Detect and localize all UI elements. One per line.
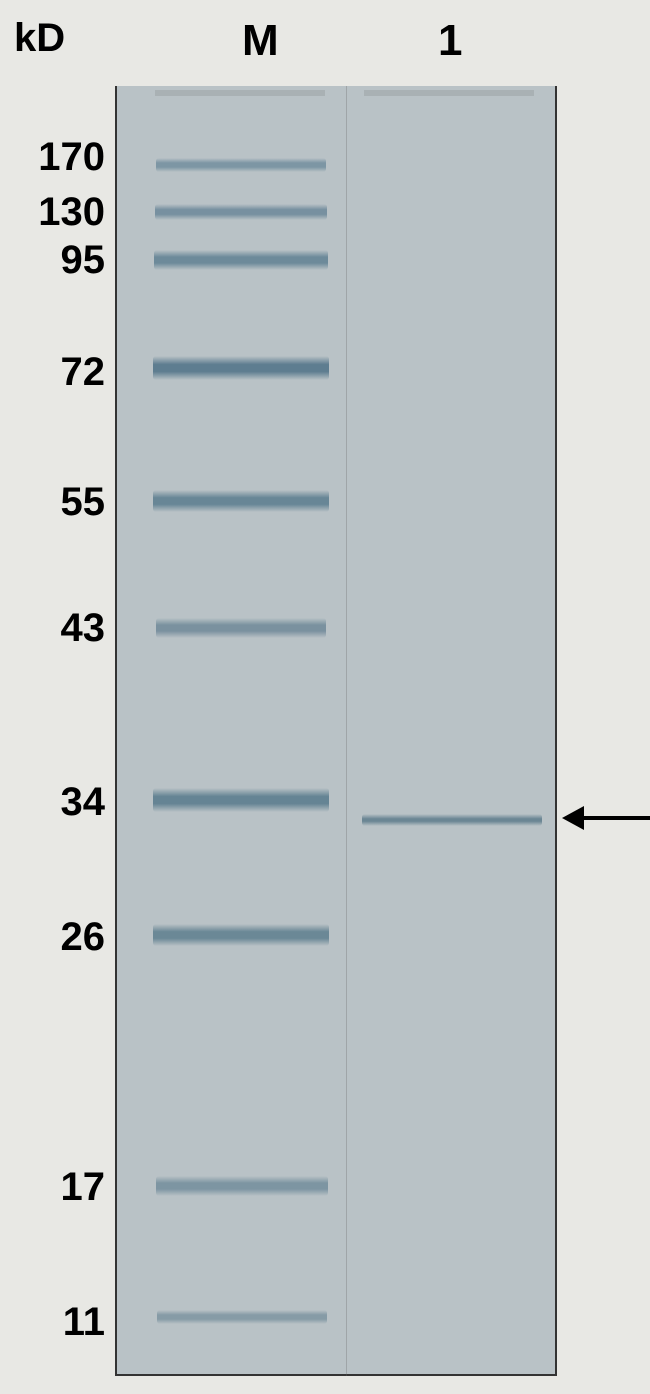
western-blot-figure: kD M 1 170 13095 72 55 43 34 26 17 11	[0, 0, 650, 1394]
marker-band	[156, 618, 326, 638]
mw-label-72: 72	[61, 350, 106, 395]
lane-label-sample: 1	[438, 16, 462, 66]
unit-label: kD	[14, 16, 65, 61]
marker-band	[154, 250, 328, 270]
marker-band	[153, 788, 329, 812]
mw-label-43: 43	[61, 606, 106, 651]
well-marker	[155, 90, 325, 96]
marker-band	[156, 158, 326, 172]
lane-divider	[346, 86, 347, 1376]
marker-band	[155, 204, 327, 220]
mw-label-17: 17	[61, 1165, 106, 1210]
mw-label-170: 170	[38, 135, 105, 180]
marker-band	[153, 356, 329, 380]
mw-label-95: 95	[61, 238, 106, 283]
marker-band	[156, 1176, 328, 1196]
well-sample	[364, 90, 534, 96]
arrow-line	[582, 816, 650, 820]
arrow-head-icon	[562, 806, 584, 830]
marker-band	[153, 490, 329, 512]
marker-band	[153, 924, 329, 946]
mw-label-26: 26	[61, 915, 106, 960]
sample-band	[362, 814, 542, 826]
marker-band	[157, 1310, 327, 1324]
lane-label-marker: M	[242, 16, 279, 66]
mw-label-55: 55	[61, 480, 106, 525]
mw-label-11: 11	[63, 1300, 105, 1345]
mw-label-130: 130	[38, 190, 105, 235]
mw-label-34: 34	[61, 780, 106, 825]
